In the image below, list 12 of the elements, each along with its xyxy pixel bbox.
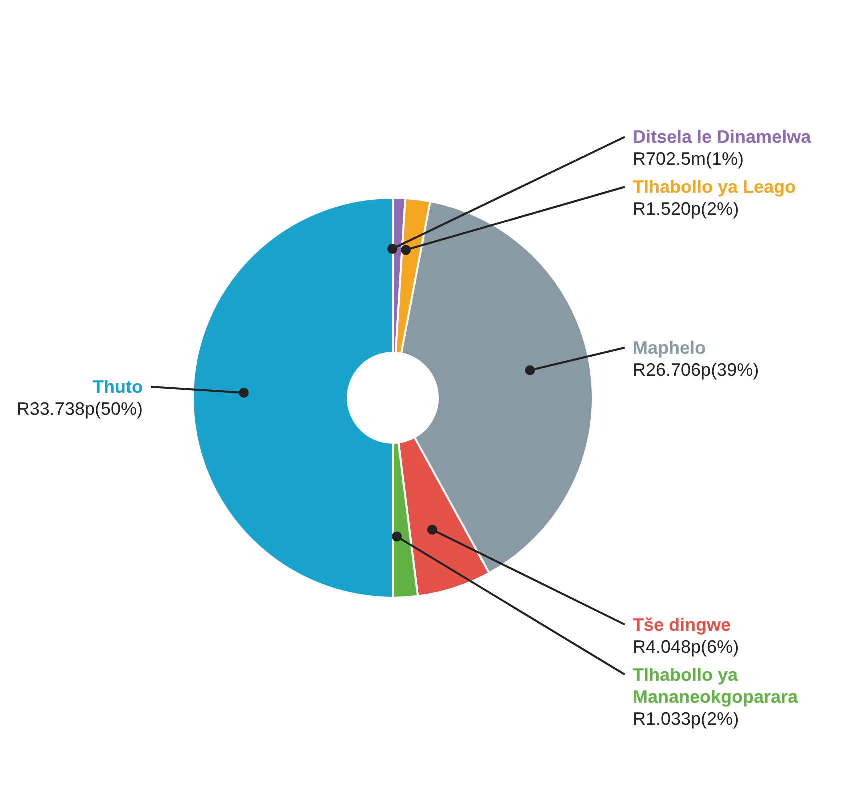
data-label: R1.033p(2%) — [633, 708, 740, 729]
data-label: R702.5m(1%) — [633, 149, 744, 170]
data-label: R26.706p(39%) — [633, 360, 760, 380]
data-label: R4.048p(6%) — [633, 636, 740, 657]
slice-label: Tlhabollo ya Mananeokgoparara — [633, 664, 800, 707]
slice-label: Tše dingwe — [633, 614, 732, 635]
data-label: R33.738p(50%) — [16, 399, 143, 419]
slice-label: Tlhabollo ya Leago — [633, 177, 796, 198]
slice-label: Thuto — [93, 377, 143, 397]
slice-label: Ditsela le Dinamelwa — [633, 127, 812, 148]
slice-label: Maphelo — [633, 338, 706, 358]
data-label: R1.520p(2%) — [633, 199, 740, 220]
